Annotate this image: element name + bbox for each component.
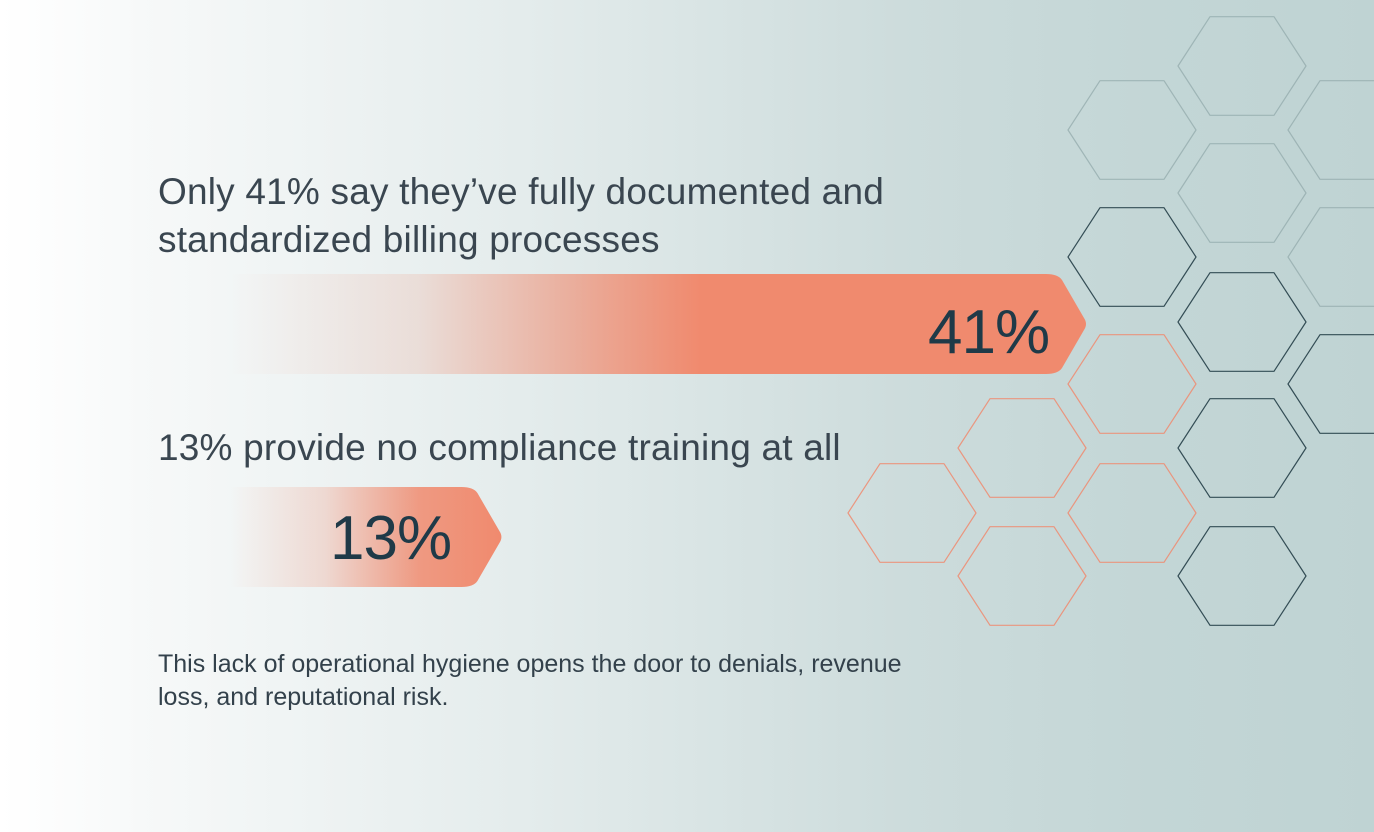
hexagon-shape [1287, 334, 1374, 434]
hexagon-shape [1177, 16, 1307, 116]
hexagon-shape [1177, 398, 1307, 498]
bar-2 [230, 487, 502, 587]
bar-category-label-2: 13% provide no compliance training at al… [158, 427, 841, 468]
bar-value-label-1: 41% [928, 298, 1050, 367]
hexagon-shape [1177, 143, 1307, 243]
hexagon-shape [1067, 207, 1197, 307]
hexagon-shape [1067, 334, 1197, 434]
hexagon-shape [1067, 80, 1197, 180]
hexagon-shape [1177, 526, 1307, 626]
footnote-text: This lack of operational hygiene opens t… [158, 650, 902, 711]
hexagon-shape [1287, 80, 1374, 180]
bar-category-label-1: Only 41% say they’ve fully documented an… [158, 171, 884, 260]
hexagon-shape [957, 398, 1087, 498]
hexagon-shape [1287, 207, 1374, 307]
hexagon-shape [1067, 463, 1197, 563]
hexagon-shape [957, 526, 1087, 626]
hexagon-shape [1177, 272, 1307, 372]
bar-value-label-2: 13% [330, 504, 452, 573]
bar-1 [230, 274, 1086, 374]
hexagon-shape [847, 463, 977, 563]
